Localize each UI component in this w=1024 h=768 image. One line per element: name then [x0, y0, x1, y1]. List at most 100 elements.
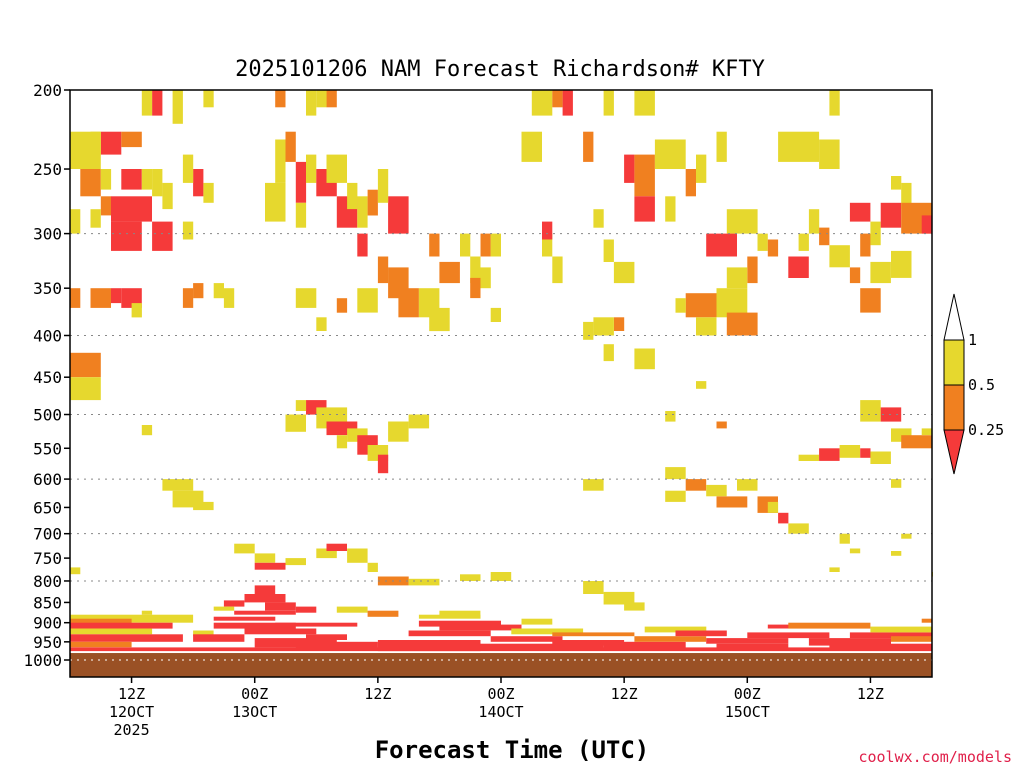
ri-cell — [675, 298, 686, 313]
ri-cell — [613, 261, 635, 284]
ri-cell — [706, 233, 737, 257]
ri-low-level-cell — [193, 630, 214, 637]
ri-cell — [665, 467, 686, 480]
ri-cell — [819, 448, 840, 461]
ri-cell — [767, 239, 779, 257]
ri-cell — [788, 256, 809, 278]
ri-cell — [798, 454, 820, 461]
ri-cell — [583, 131, 594, 162]
ri-cell — [193, 501, 214, 511]
y-tick-label: 550 — [33, 439, 62, 458]
ri-cell — [275, 90, 286, 108]
ri-cell — [665, 411, 676, 422]
ri-cell — [552, 256, 563, 284]
ri-cell — [860, 233, 871, 257]
ri-cell — [706, 484, 727, 497]
ri-cell — [685, 293, 717, 318]
ri-cell — [295, 202, 307, 228]
ri-cell — [778, 512, 789, 524]
ri-cell — [306, 90, 317, 116]
x-tick-label: 00Z — [734, 685, 761, 703]
ri-cell — [490, 307, 501, 322]
ri-cell — [316, 317, 327, 331]
ri-cell — [254, 553, 276, 563]
ri-cell — [285, 131, 296, 162]
ri-cell — [172, 90, 183, 124]
ri-cell — [839, 445, 861, 458]
ri-cell — [408, 578, 440, 586]
y-tick-label: 400 — [33, 326, 62, 345]
ri-cell — [839, 533, 850, 544]
ri-cell — [891, 176, 902, 190]
ri-cell — [254, 562, 286, 570]
ri-cell — [377, 169, 389, 203]
ri-low-level-cell — [716, 643, 789, 651]
ri-cell — [152, 169, 163, 197]
ri-cell — [306, 154, 317, 183]
ri-cell — [285, 414, 306, 432]
ri-cell — [80, 169, 101, 197]
ri-cell — [470, 277, 481, 299]
ri-cell — [100, 196, 112, 216]
x-tick-label: 13OCT — [232, 703, 277, 721]
ri-cell — [203, 90, 214, 108]
ri-low-level-cell — [234, 610, 296, 615]
ground-layer — [70, 653, 932, 677]
ri-low-level-cell — [254, 638, 337, 648]
ri-low-level-cell — [634, 636, 707, 642]
ri-cell — [367, 562, 378, 572]
ri-cell — [613, 317, 625, 331]
ri-cell — [849, 548, 861, 554]
ri-cell — [634, 196, 655, 222]
ri-cell — [603, 90, 614, 116]
ri-cell — [182, 154, 194, 183]
ri-cell — [480, 267, 491, 289]
ri-cell — [603, 344, 614, 362]
ri-cell — [490, 233, 501, 257]
y-tick-label: 750 — [33, 549, 62, 568]
ri-cell — [891, 479, 902, 488]
ri-cell — [634, 90, 655, 116]
ri-cell — [480, 233, 491, 257]
ri-cell — [726, 312, 758, 336]
ri-cell — [295, 606, 317, 613]
ri-cell — [490, 572, 512, 581]
ri-cell — [716, 421, 727, 429]
ri-cell — [141, 169, 153, 190]
ri-low-level-cell — [418, 614, 481, 619]
ri-low-level-cell — [521, 618, 553, 625]
ri-cell — [921, 428, 932, 436]
ri-low-level-cell — [891, 636, 932, 642]
y-tick-label: 800 — [33, 572, 62, 591]
ri-cell — [111, 221, 142, 251]
ri-cell — [891, 551, 902, 556]
ri-cell — [162, 182, 173, 210]
ri-low-level-cell — [275, 622, 358, 627]
ri-cell — [716, 131, 727, 162]
ri-cell — [901, 182, 912, 210]
ri-cell — [665, 196, 676, 222]
y-tick-label: 650 — [33, 498, 62, 517]
ri-cell — [234, 543, 255, 554]
y-axis: 200 250 300 350 400 450 500 550 600 650 700 750 800 8… — [23, 81, 70, 670]
ri-cell — [921, 215, 932, 234]
ri-cell — [757, 233, 768, 251]
ri-cell — [90, 209, 101, 228]
ri-cell — [778, 131, 820, 162]
ri-cell — [111, 196, 152, 222]
ri-low-level-cell — [70, 641, 132, 648]
ri-cell — [223, 288, 235, 308]
ri-low-level-cell — [408, 630, 491, 637]
ri-cell — [70, 131, 101, 169]
ri-cell — [767, 501, 779, 513]
ri-cell — [162, 479, 194, 491]
ri-cell — [336, 606, 368, 613]
colorbar-bin — [943, 429, 965, 475]
colorbar: 1 0.5 0.25 — [943, 293, 1004, 475]
ri-cell — [193, 283, 204, 299]
colorbar-bin — [943, 384, 965, 431]
ri-cell — [685, 479, 707, 491]
ri-low-level-cell — [829, 643, 932, 651]
ri-cell — [460, 233, 471, 257]
ri-cell — [357, 288, 378, 313]
